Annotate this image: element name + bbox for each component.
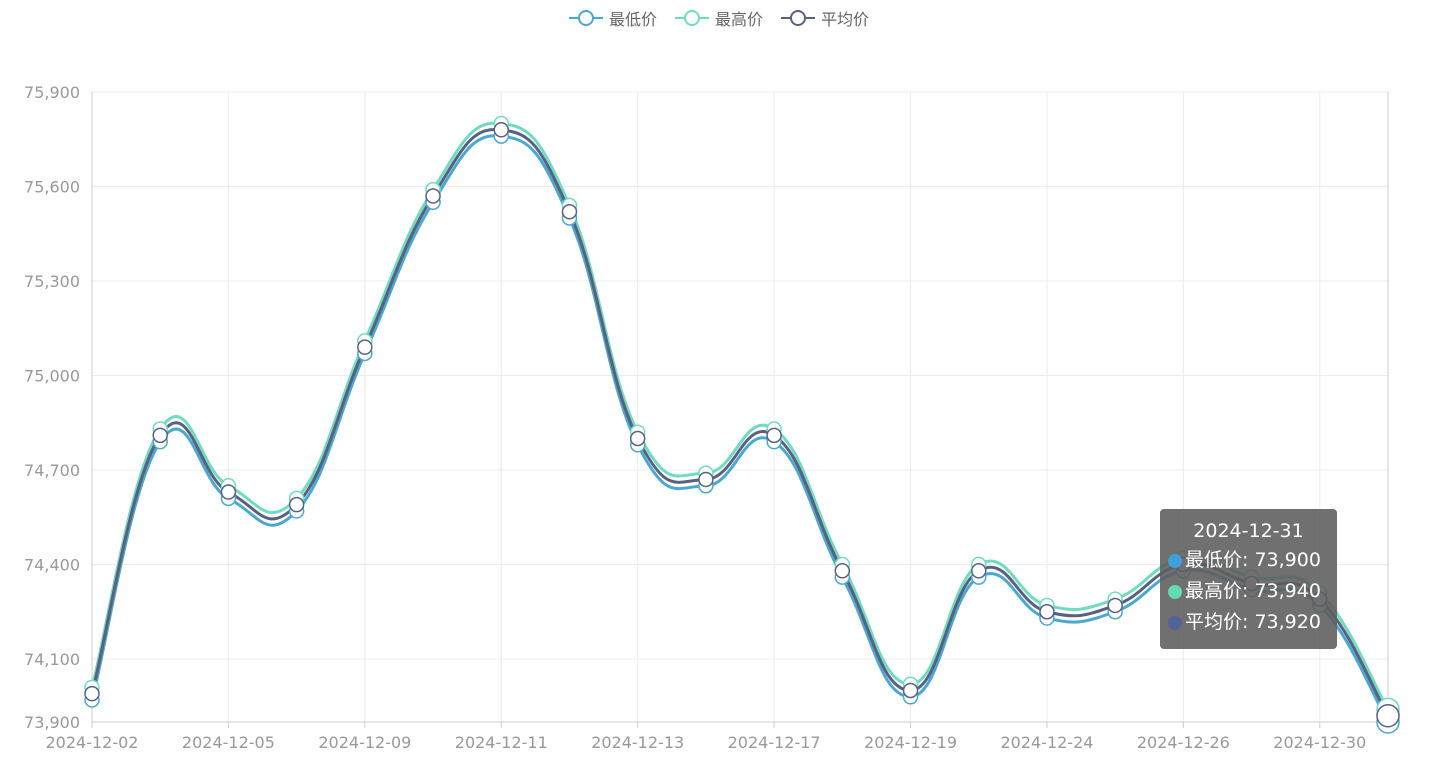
data-point-avg (698, 471, 714, 488)
x-tick-label: 2024-12-13 (591, 733, 684, 752)
tooltip-row-high: 最高价: 73,940 (1168, 576, 1329, 607)
data-point-avg (1107, 597, 1123, 614)
x-tick-label: 2024-12-17 (728, 733, 821, 752)
tooltip-title: 2024-12-31 (1193, 520, 1304, 542)
tooltip-high-dot-icon (1168, 584, 1182, 599)
data-point-avg (220, 484, 237, 500)
data-point-avg (425, 188, 441, 204)
x-tick-label: 2024-12-11 (455, 733, 548, 752)
y-tick-label: 74,100 (24, 650, 80, 669)
tooltip-avg-dot-icon (1168, 615, 1182, 630)
x-tick-label: 2024-12-30 (1273, 733, 1366, 752)
tooltip-low-text: 最低价: 73,900 (1185, 549, 1321, 571)
tooltip-row-low: 最低价: 73,900 (1168, 545, 1329, 576)
x-tick-label: 2024-12-19 (864, 733, 957, 752)
y-tick-label: 75,000 (24, 367, 80, 386)
legend-low-label: 最低价 (608, 10, 657, 29)
x-tick-label: 2024-12-26 (1137, 733, 1230, 752)
legend-high-label: 最高价 (714, 10, 763, 29)
y-tick-label: 75,900 (24, 83, 80, 102)
legend-avg-label: 平均价 (821, 10, 870, 29)
data-point-avg (357, 339, 373, 355)
data-point-avg (970, 563, 987, 579)
y-tick-label: 74,700 (24, 461, 80, 480)
legend-item-low[interactable]: 最低价 (568, 6, 657, 30)
x-tick-label: 2024-12-09 (318, 733, 411, 752)
legend: 最低价 最高价 平均价 (0, 6, 1438, 30)
tooltip-high-text: 最高价: 73,940 (1185, 580, 1321, 602)
x-tick-label: 2024-12-24 (1000, 733, 1093, 752)
data-point-avg (766, 427, 782, 444)
x-tick-label: 2024-12-05 (182, 733, 275, 752)
legend-item-high[interactable]: 最高价 (674, 6, 763, 30)
tooltip-row-avg: 平均价: 73,920 (1168, 607, 1329, 638)
tooltip-avg-text: 平均价: 73,920 (1185, 611, 1321, 633)
legend-avg-marker-icon (781, 10, 815, 26)
legend-item-avg[interactable]: 平均价 (781, 6, 869, 30)
y-tick-label: 73,900 (24, 713, 80, 732)
data-point-avg (152, 427, 168, 444)
data-point-avg (493, 122, 510, 138)
data-point-avg (84, 685, 100, 702)
y-tick-label: 75,300 (24, 272, 80, 291)
legend-low-marker-icon (568, 10, 603, 26)
data-point-avg (1376, 703, 1400, 728)
tooltip-low-dot-icon (1168, 553, 1182, 568)
data-point-avg (1039, 604, 1055, 620)
x-tick-label: 2024-12-02 (46, 733, 139, 752)
y-tick-label: 75,600 (24, 178, 80, 197)
data-point-avg (561, 203, 578, 220)
y-tick-label: 74,400 (24, 556, 80, 575)
tooltip: 2024-12-31 最低价: 73,900 最高价: 73,940 平均价: … (1160, 509, 1337, 649)
legend-high-marker-icon (674, 10, 709, 26)
data-point-avg (834, 563, 851, 579)
data-point-avg (629, 430, 646, 447)
data-point-avg (902, 682, 919, 699)
data-point-avg (288, 496, 305, 513)
